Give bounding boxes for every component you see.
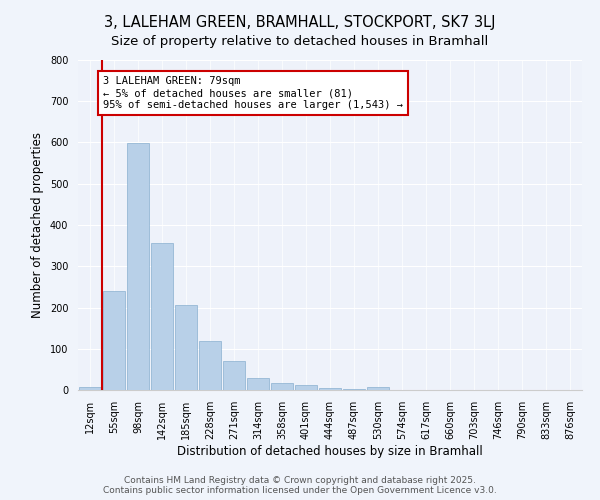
Bar	[271, 383, 293, 390]
X-axis label: Distribution of detached houses by size in Bramhall: Distribution of detached houses by size …	[177, 444, 483, 458]
Bar	[199, 342, 221, 390]
Bar	[151, 243, 173, 390]
Text: Contains HM Land Registry data © Crown copyright and database right 2025.
Contai: Contains HM Land Registry data © Crown c…	[103, 476, 497, 495]
Bar	[295, 384, 317, 390]
Bar	[343, 389, 365, 390]
Bar	[103, 291, 125, 390]
Bar	[319, 388, 341, 390]
Bar	[127, 144, 149, 390]
Text: 3 LALEHAM GREEN: 79sqm
← 5% of detached houses are smaller (81)
95% of semi-deta: 3 LALEHAM GREEN: 79sqm ← 5% of detached …	[103, 76, 403, 110]
Text: 3, LALEHAM GREEN, BRAMHALL, STOCKPORT, SK7 3LJ: 3, LALEHAM GREEN, BRAMHALL, STOCKPORT, S…	[104, 15, 496, 30]
Bar	[175, 304, 197, 390]
Text: Size of property relative to detached houses in Bramhall: Size of property relative to detached ho…	[112, 35, 488, 48]
Bar	[79, 386, 101, 390]
Bar	[367, 386, 389, 390]
Bar	[247, 378, 269, 390]
Bar	[223, 361, 245, 390]
Y-axis label: Number of detached properties: Number of detached properties	[31, 132, 44, 318]
